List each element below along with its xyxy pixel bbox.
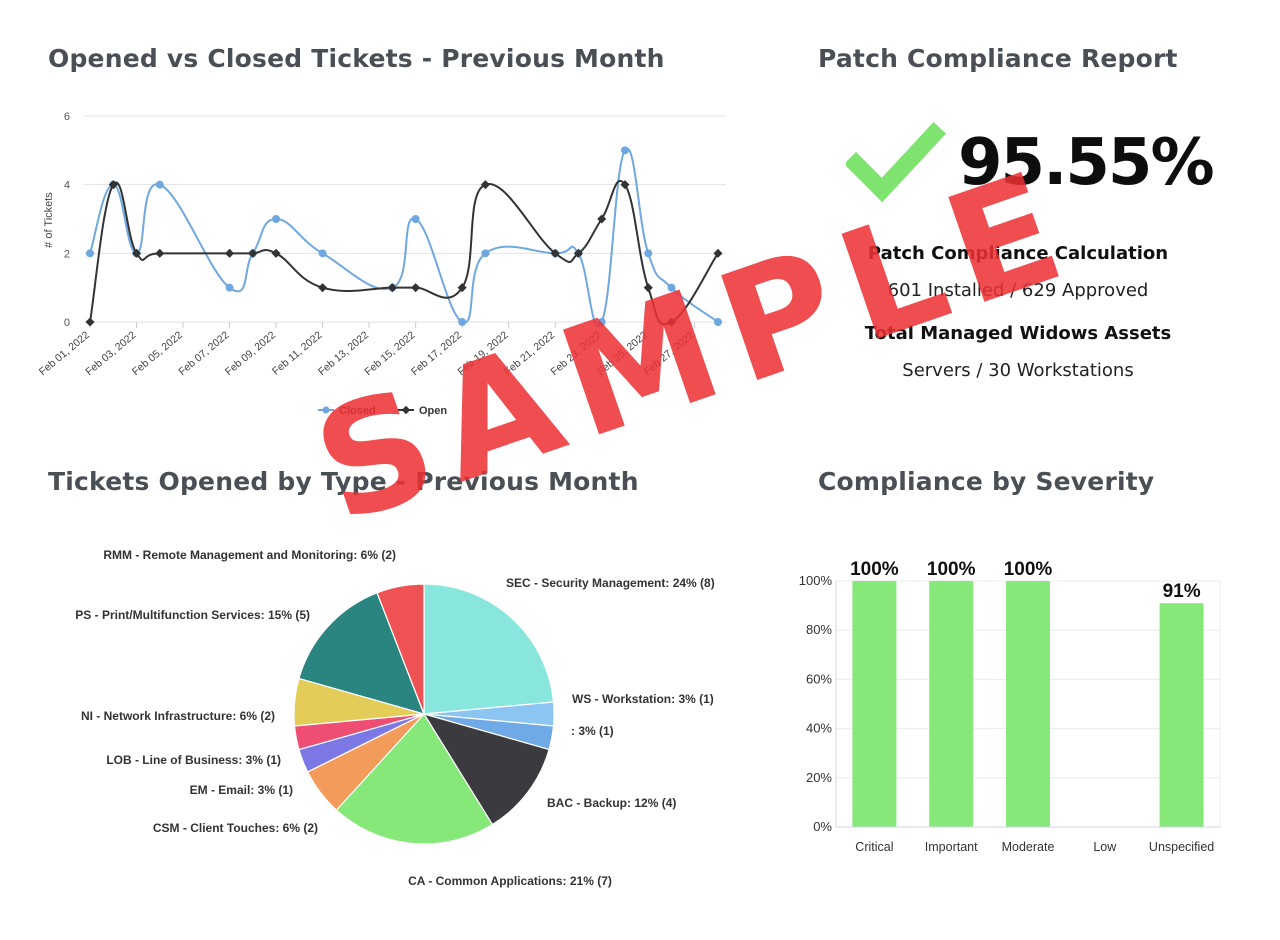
data-point-open bbox=[248, 248, 258, 258]
data-point-open bbox=[411, 283, 421, 293]
pie-slice-label: : 3% (1) bbox=[571, 724, 614, 738]
bar bbox=[852, 581, 897, 827]
data-point-open bbox=[318, 283, 328, 293]
bar-value-label: 100% bbox=[1004, 559, 1053, 580]
pie-slice-label: WS - Workstation: 3% (1) bbox=[572, 692, 714, 706]
pie-slice-label: BAC - Backup: 12% (4) bbox=[547, 796, 676, 810]
pie-chart: SEC - Security Management: 24% (8) WS - W… bbox=[75, 548, 715, 888]
data-point-closed bbox=[597, 318, 606, 326]
series-line-closed bbox=[89, 147, 719, 327]
assets-text: Servers / 30 Workstations bbox=[902, 360, 1134, 381]
data-point-open bbox=[643, 283, 653, 293]
pie-slice bbox=[423, 583, 555, 715]
pie-slice-label: PS - Print/Multifunction Services: 15% (… bbox=[75, 608, 310, 622]
y-tick-label: 6 bbox=[64, 111, 70, 123]
y-tick-label: 60% bbox=[806, 671, 832, 686]
y-tick-label: 0 bbox=[64, 317, 70, 329]
series-line-open bbox=[89, 180, 719, 326]
pie-slice bbox=[335, 713, 494, 845]
data-point-closed bbox=[411, 215, 420, 223]
bar-value-label: 100% bbox=[927, 559, 976, 580]
y-tick-label: 100% bbox=[799, 573, 833, 588]
pie-slice-label: LOB - Line of Business: 3% (1) bbox=[106, 753, 281, 767]
pie-slice-label: EM - Email: 3% (1) bbox=[190, 783, 293, 797]
data-point-open bbox=[225, 248, 235, 258]
x-tick-label: Important bbox=[925, 840, 978, 854]
data-point-closed bbox=[458, 318, 467, 326]
x-tick-label: Feb 27, 2022 bbox=[642, 329, 697, 378]
y-tick-label: 80% bbox=[806, 622, 832, 637]
data-point-closed bbox=[86, 249, 94, 258]
data-point-closed bbox=[620, 146, 629, 155]
data-point-closed bbox=[272, 215, 281, 223]
data-point-closed bbox=[714, 318, 722, 326]
pie-slice bbox=[422, 712, 550, 826]
legend-marker bbox=[401, 405, 411, 415]
compliance-percentage: 95.55% bbox=[958, 126, 1215, 200]
data-point-open bbox=[271, 248, 281, 258]
pie-slice-label: CSM - Client Touches: 6% (2) bbox=[153, 821, 318, 835]
bar bbox=[1006, 581, 1050, 827]
y-axis-label: # of Tickets bbox=[43, 192, 55, 248]
y-tick-label: 0% bbox=[813, 819, 832, 834]
y-tick-label: 2 bbox=[64, 248, 70, 260]
data-point-closed bbox=[667, 283, 676, 292]
calculation-heading: Patch Compliance Calculation bbox=[867, 243, 1169, 264]
pie-slice-label: RMM - Remote Management and Monitoring: … bbox=[103, 548, 396, 562]
data-point-closed bbox=[318, 249, 327, 258]
data-point-open bbox=[597, 214, 607, 224]
pie-slice bbox=[376, 583, 425, 715]
legend-label: Open bbox=[419, 405, 447, 417]
x-tick-label: Unspecified bbox=[1149, 840, 1214, 854]
legend-marker bbox=[322, 406, 330, 414]
data-point-open bbox=[155, 248, 165, 258]
checkmark-icon bbox=[846, 122, 946, 203]
pie-slice-label: CA - Common Applications: 21% (7) bbox=[408, 874, 612, 888]
data-point-open bbox=[85, 317, 95, 327]
x-tick-label: Low bbox=[1093, 840, 1117, 854]
pie-slice-label: NI - Network Infrastructure: 6% (2) bbox=[81, 709, 275, 723]
data-point-closed bbox=[644, 249, 653, 258]
pie-chart-title: Tickets Opened by Type - Previous Month bbox=[48, 467, 639, 496]
line-chart-title: Opened vs Closed Tickets - Previous Mont… bbox=[48, 44, 665, 73]
severity-bar-chart: 0% 20% 40% 60% 80% 100% 100% Critical 100% Import… bbox=[799, 559, 1221, 854]
assets-heading: Total Managed Widows Assets bbox=[864, 323, 1172, 344]
data-point-open bbox=[387, 283, 397, 293]
severity-chart-title: Compliance by Severity bbox=[818, 467, 1155, 496]
bar-value-label: 91% bbox=[1163, 581, 1201, 602]
legend-label: Closed bbox=[339, 405, 376, 417]
pie-slice-label: SEC - Security Management: 24% (8) bbox=[506, 576, 715, 590]
data-point-closed bbox=[155, 180, 164, 189]
calculation-text: 601 Installed / 629 Approved bbox=[887, 280, 1149, 301]
pie-slice bbox=[298, 592, 425, 715]
data-point-closed bbox=[481, 249, 490, 258]
y-tick-label: 40% bbox=[806, 721, 832, 736]
bar bbox=[929, 581, 974, 827]
x-tick-label: Feb 09, 2022 bbox=[223, 329, 278, 378]
bar-value-label: 100% bbox=[850, 559, 899, 580]
bar bbox=[1159, 603, 1204, 827]
y-tick-label: 20% bbox=[806, 770, 832, 785]
patch-report-title: Patch Compliance Report bbox=[818, 44, 1178, 73]
data-point-open bbox=[480, 180, 490, 190]
y-tick-label: 4 bbox=[64, 180, 70, 192]
x-tick-label: Moderate bbox=[1002, 840, 1055, 854]
data-point-closed bbox=[225, 283, 234, 292]
x-tick-label: Critical bbox=[855, 840, 893, 854]
